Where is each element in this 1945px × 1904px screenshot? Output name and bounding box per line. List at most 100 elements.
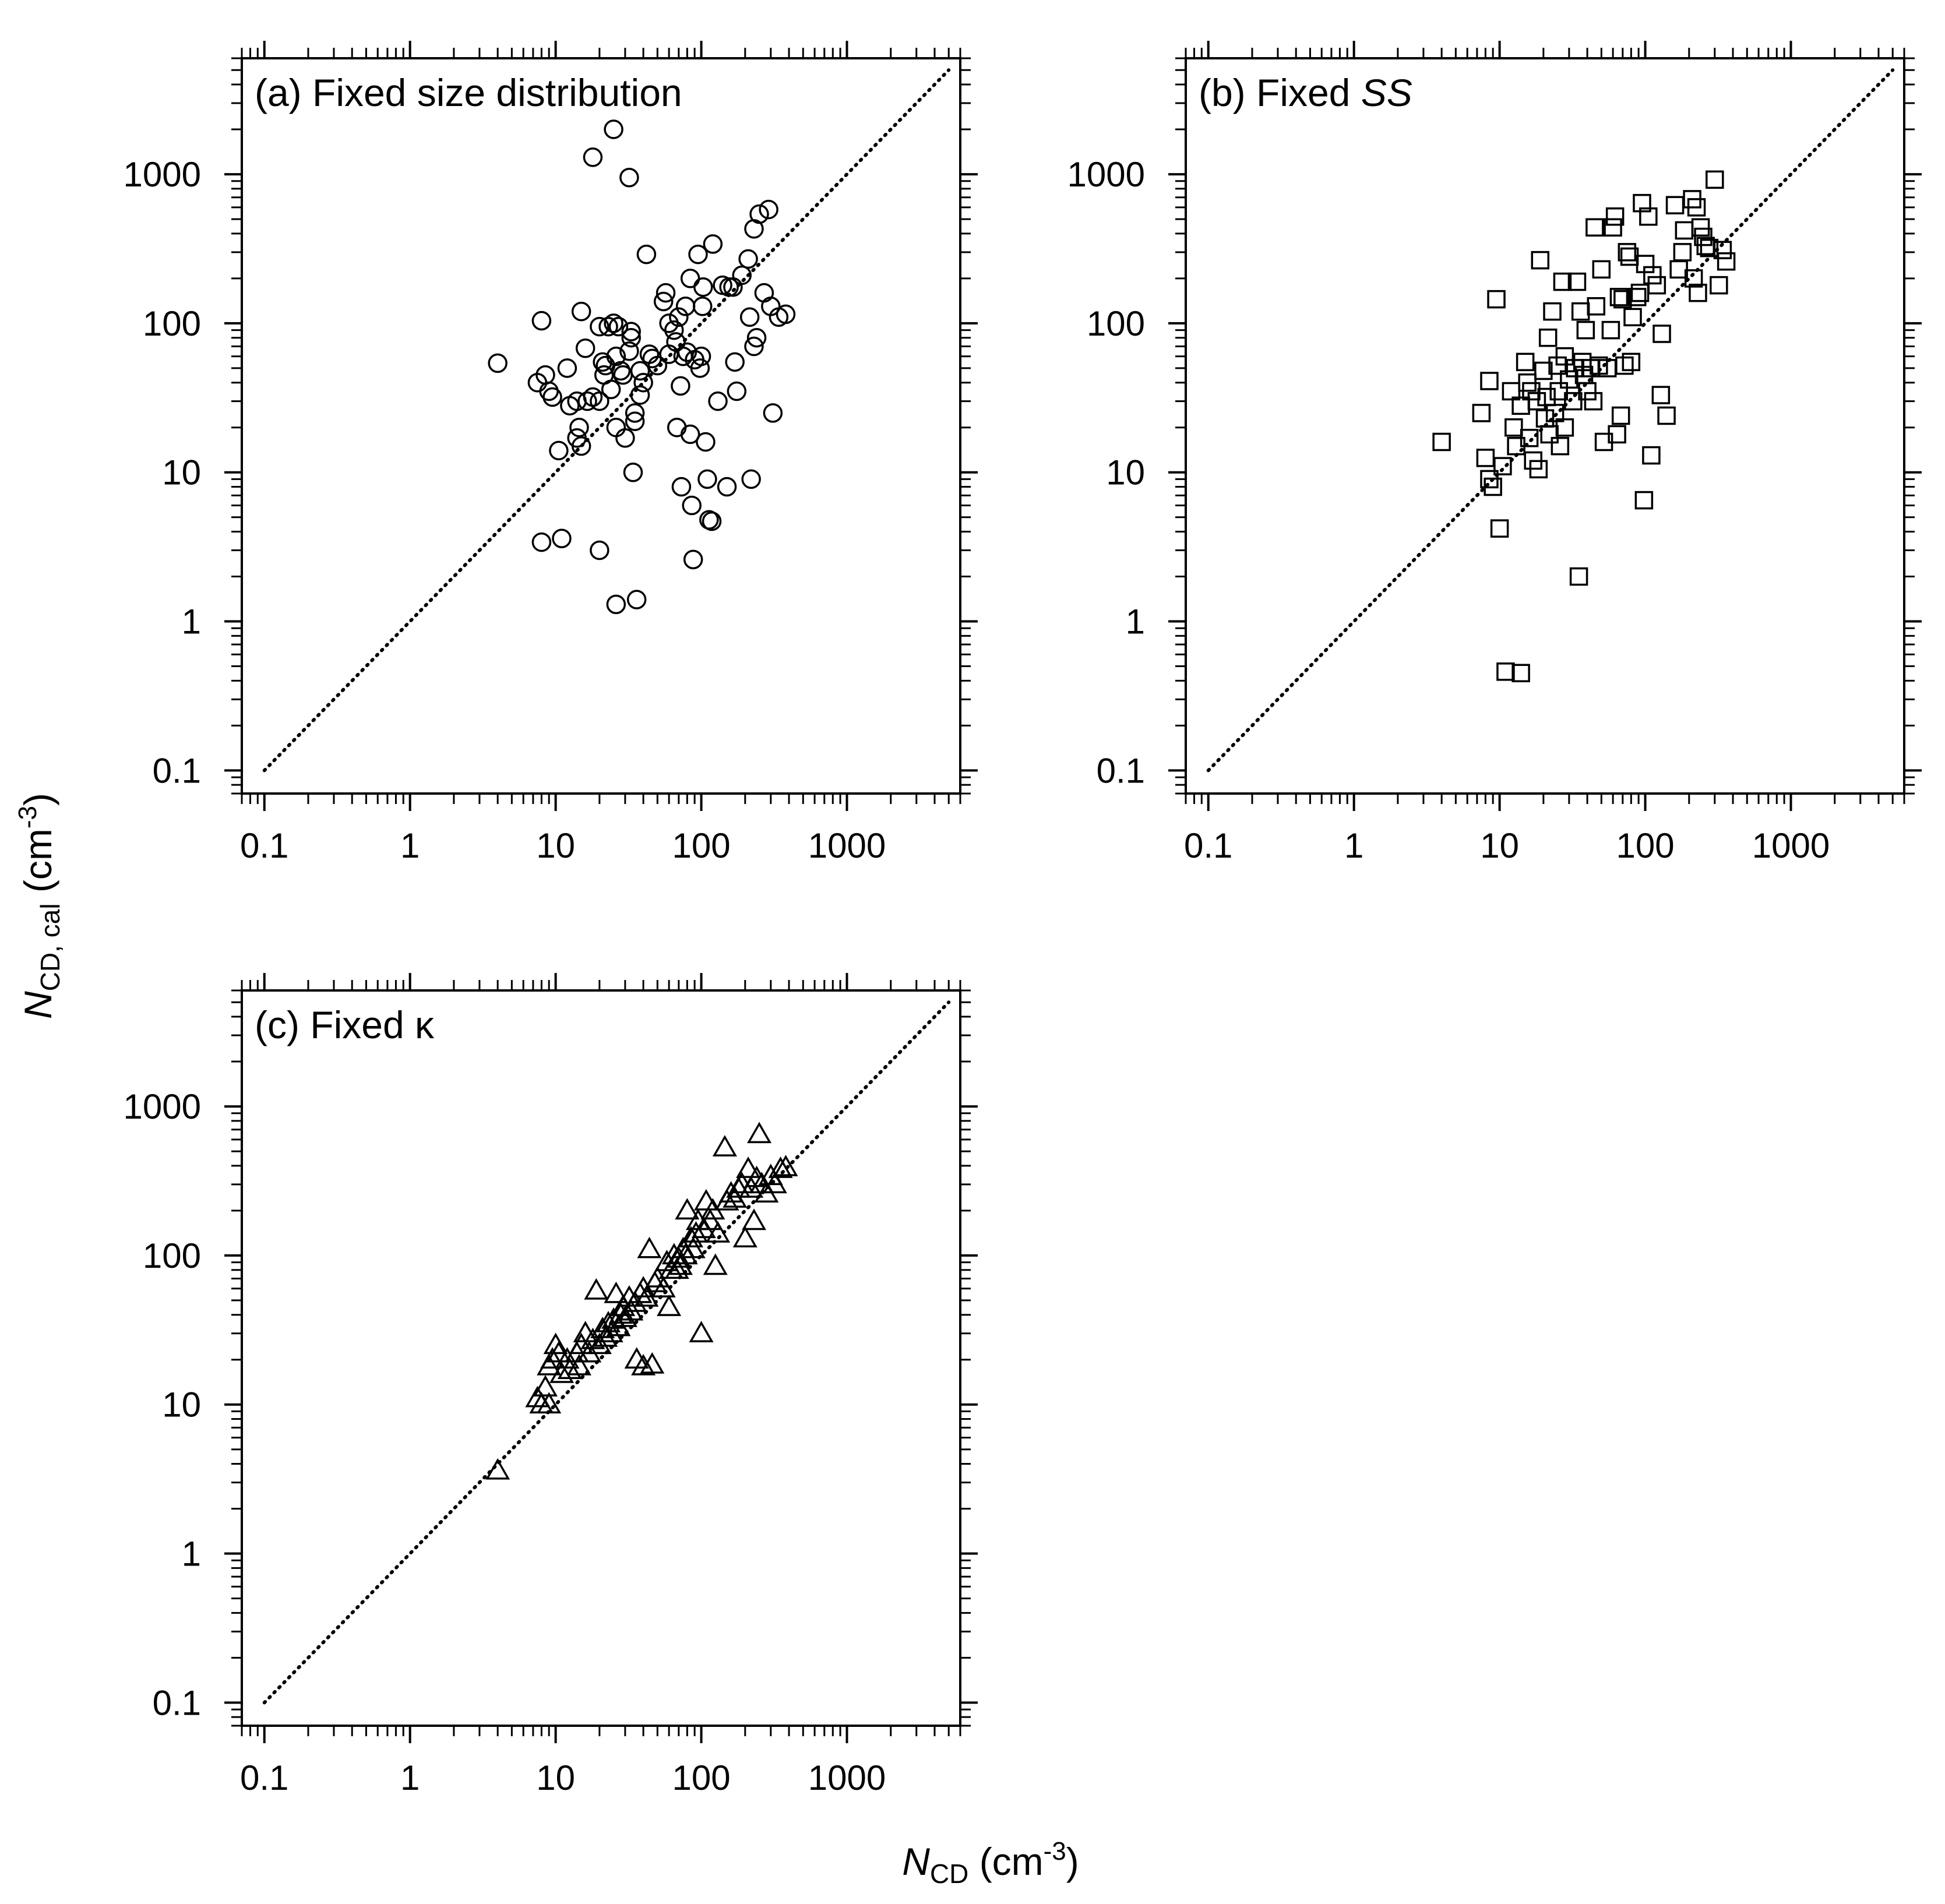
data-point-square	[1639, 207, 1658, 226]
data-point-circle	[738, 249, 758, 269]
panel-a: 0.1 1 10 100 1000 0.1 1 10 100 1000 (a) Fixed siz…	[124, 41, 978, 865]
data-point-circle	[723, 277, 743, 297]
data-point-square	[1522, 382, 1541, 401]
data-point-triangle	[537, 1392, 562, 1413]
data-point-circle	[575, 338, 596, 358]
data-point-circle	[682, 495, 702, 516]
data-point-triangle	[533, 1375, 558, 1397]
x-tick-label: 1	[400, 1758, 420, 1797]
data-point-circle	[604, 313, 623, 333]
data-point-circle	[746, 327, 767, 348]
data-point-circle	[653, 291, 674, 312]
data-point-square	[1634, 491, 1654, 510]
y-tick-label: 1000	[1067, 155, 1145, 194]
data-point-circle	[488, 353, 508, 373]
panel-a-one-to-one-line	[262, 68, 951, 773]
data-point-square	[1673, 243, 1692, 262]
data-point-triangle	[768, 1156, 793, 1178]
data-point-circle	[601, 379, 621, 400]
panel-c-tick-labels: 0.1 1 10 100 1000 0.1 1 10 100 1000	[124, 1087, 886, 1797]
data-point-square	[1684, 269, 1703, 288]
data-point-circle	[732, 265, 752, 285]
data-point-triangle	[736, 1156, 761, 1178]
y-tick-label: 100	[143, 1236, 201, 1275]
data-point-circle	[776, 304, 796, 325]
data-point-circle	[552, 528, 572, 548]
panel-a-tick-labels: 0.1 1 10 100 1000 0.1 1 10 100 1000	[124, 155, 886, 865]
data-point-square	[1710, 276, 1728, 295]
data-point-circle	[725, 352, 745, 372]
data-point-circle	[664, 320, 684, 340]
data-point-circle	[727, 381, 747, 401]
data-point-triangle	[691, 1217, 716, 1239]
data-point-circle	[671, 477, 692, 497]
x-tick-label: 100	[672, 826, 731, 865]
x-tick-label: 100	[1616, 826, 1675, 865]
panel-a-points	[488, 119, 796, 615]
data-point-circle	[590, 391, 609, 411]
data-point-square	[1538, 328, 1558, 347]
x-tick-label: 0.1	[240, 826, 288, 865]
data-point-circle	[763, 403, 783, 423]
data-point-square	[1587, 297, 1606, 316]
data-point-circle	[647, 355, 668, 376]
data-point-circle	[667, 417, 687, 438]
data-point-circle	[625, 411, 645, 431]
panel-b-ticks	[1168, 41, 1922, 811]
data-point-square	[1527, 392, 1546, 411]
data-point-square	[1609, 288, 1629, 306]
data-point-circle	[531, 311, 552, 331]
data-point-triangle	[557, 1358, 582, 1380]
y-tick-label: 10	[162, 453, 201, 492]
data-point-triangle	[712, 1135, 737, 1156]
data-point-circle	[688, 244, 708, 265]
y-tick-label: 100	[143, 304, 201, 343]
data-point-circle	[749, 204, 769, 224]
data-point-triangle	[485, 1458, 510, 1480]
data-point-triangle	[762, 1172, 787, 1194]
data-point-circle	[542, 387, 562, 407]
y-axis-label: NCD, cal (cm-3)	[13, 793, 65, 1019]
data-point-square	[1601, 320, 1620, 340]
data-point-triangle	[566, 1353, 591, 1376]
data-point-triangle	[598, 1321, 623, 1342]
data-point-circle	[680, 424, 700, 445]
data-point-square	[1633, 193, 1651, 213]
data-point-circle	[590, 316, 609, 337]
data-point-square	[1472, 404, 1491, 422]
data-point-square	[1493, 457, 1512, 475]
y-tick-label: 10	[1106, 453, 1145, 492]
data-point-circle	[671, 376, 690, 396]
data-point-circle	[759, 199, 778, 220]
data-point-triangle	[569, 1332, 594, 1355]
data-point-circle	[633, 372, 653, 393]
panel-c-points	[485, 1122, 798, 1480]
data-point-square	[1549, 382, 1568, 401]
data-point-triangle	[587, 1332, 612, 1355]
data-point-square	[1551, 436, 1570, 456]
data-point-circle	[702, 511, 722, 531]
data-point-circle	[741, 469, 761, 489]
data-point-circle	[625, 403, 645, 423]
data-point-triangle	[540, 1347, 565, 1369]
data-point-square	[1555, 347, 1574, 366]
data-point-triangle	[744, 1165, 769, 1187]
data-point-circle	[677, 342, 697, 362]
data-point-square	[1496, 662, 1515, 681]
data-point-square	[1534, 361, 1553, 380]
data-point-circle	[571, 436, 591, 456]
data-point-circle	[739, 307, 760, 327]
data-point-square	[1717, 252, 1736, 271]
data-point-circle	[696, 432, 716, 452]
data-point-square	[1543, 302, 1562, 321]
data-point-circle	[583, 147, 603, 167]
x-tick-label: 100	[672, 1758, 731, 1797]
data-point-triangle	[657, 1295, 682, 1316]
data-point-circle	[744, 336, 764, 357]
data-point-square	[1578, 382, 1597, 401]
x-axis-label: NCD (cm-3)	[902, 1837, 1079, 1889]
data-point-triangle	[732, 1226, 757, 1247]
data-point-circle	[708, 391, 728, 411]
data-point-circle	[531, 532, 552, 552]
data-point-triangle	[673, 1243, 698, 1265]
